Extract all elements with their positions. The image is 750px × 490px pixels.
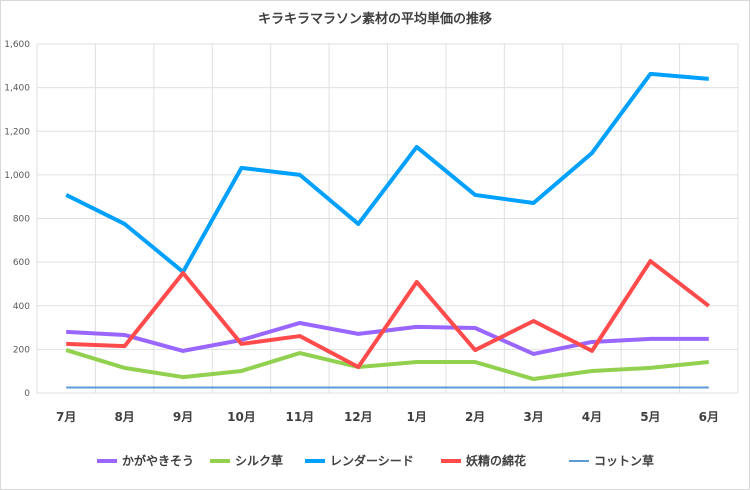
legend-label: シルク草 xyxy=(235,453,283,468)
x-axis-ticks: 7月 8月 9月 10月 11月 12月 1月 2月 3月 4月 5月 6月 xyxy=(56,410,719,424)
series-line-1 xyxy=(65,348,709,382)
y-tick-label: 800 xyxy=(13,215,30,225)
x-tick-label: 5月 xyxy=(640,410,660,424)
x-tick-label: 7月 xyxy=(56,410,76,424)
x-tick-label: 12月 xyxy=(344,410,373,424)
x-tick-label: 6月 xyxy=(699,410,719,424)
x-tick-label: 10月 xyxy=(227,410,256,424)
x-tick-label: 11月 xyxy=(286,410,315,424)
y-tick-label: 600 xyxy=(13,258,30,268)
y-tick-label: 200 xyxy=(13,345,30,355)
series-line-2 xyxy=(65,71,709,274)
series-line-3 xyxy=(66,259,711,370)
x-tick-label: 8月 xyxy=(114,410,134,424)
legend-label: レンダーシード xyxy=(330,453,414,468)
legend-label: かがやきそう xyxy=(122,453,194,468)
y-tick-label: 1,600 xyxy=(4,40,30,50)
x-tick-label: 1月 xyxy=(407,410,427,424)
y-tick-label: 1,000 xyxy=(4,171,30,181)
series-line-0 xyxy=(66,320,709,356)
y-tick-label: 1,400 xyxy=(4,84,30,94)
y-tick-label: 1,200 xyxy=(4,127,30,137)
legend-label: 妖精の綿花 xyxy=(466,453,526,468)
legend: かがやきそう シルク草 レンダーシード 妖精の綿花 コットン草 xyxy=(97,453,654,468)
y-tick-label: 400 xyxy=(13,302,30,312)
x-tick-label: 2月 xyxy=(465,410,485,424)
legend-label: コットン草 xyxy=(594,453,654,468)
x-tick-label: 3月 xyxy=(523,410,543,424)
y-tick-label: 0 xyxy=(24,389,30,399)
y-axis-ticks: 0 200 400 600 800 1,000 1,200 1,400 1,600 xyxy=(4,40,30,399)
x-tick-label: 4月 xyxy=(582,410,602,424)
chart-title: キラキラマラソン素材の平均単価の推移 xyxy=(258,11,492,27)
x-tick-label: 9月 xyxy=(173,410,193,424)
series-lines xyxy=(65,71,711,389)
